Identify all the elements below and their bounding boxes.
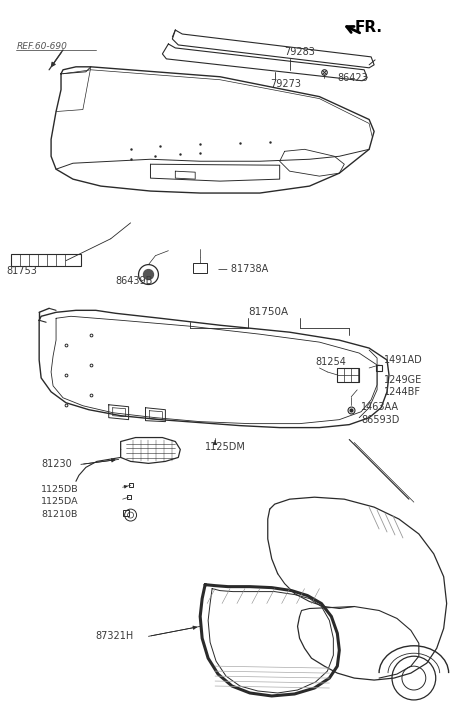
Text: 86439B: 86439B: [116, 276, 153, 286]
Text: 81753: 81753: [6, 265, 37, 276]
Text: 81210B: 81210B: [41, 510, 77, 518]
Text: 86423: 86423: [337, 73, 367, 83]
Text: 1463AA: 1463AA: [360, 402, 398, 411]
Text: 81750A: 81750A: [248, 308, 288, 317]
Text: 1125DB: 1125DB: [41, 485, 79, 494]
Text: 1249GE: 1249GE: [383, 375, 421, 385]
Text: 1491AD: 1491AD: [383, 355, 422, 365]
Text: 79283: 79283: [284, 47, 315, 57]
Text: 87321H: 87321H: [96, 631, 134, 641]
Circle shape: [143, 270, 153, 279]
Text: REF.60-690: REF.60-690: [16, 42, 67, 51]
Text: 1125DM: 1125DM: [205, 443, 246, 452]
Text: 81254: 81254: [315, 357, 346, 367]
Text: 81230: 81230: [41, 459, 72, 470]
FancyBboxPatch shape: [337, 368, 359, 382]
Text: — 81738A: — 81738A: [217, 264, 268, 273]
Text: 1244BF: 1244BF: [383, 387, 420, 397]
FancyBboxPatch shape: [11, 254, 81, 265]
Text: 1125DA: 1125DA: [41, 497, 79, 506]
Text: 79273: 79273: [269, 79, 300, 89]
Text: FR.: FR.: [354, 20, 381, 35]
Text: 86593D: 86593D: [360, 414, 399, 425]
FancyBboxPatch shape: [193, 262, 207, 273]
